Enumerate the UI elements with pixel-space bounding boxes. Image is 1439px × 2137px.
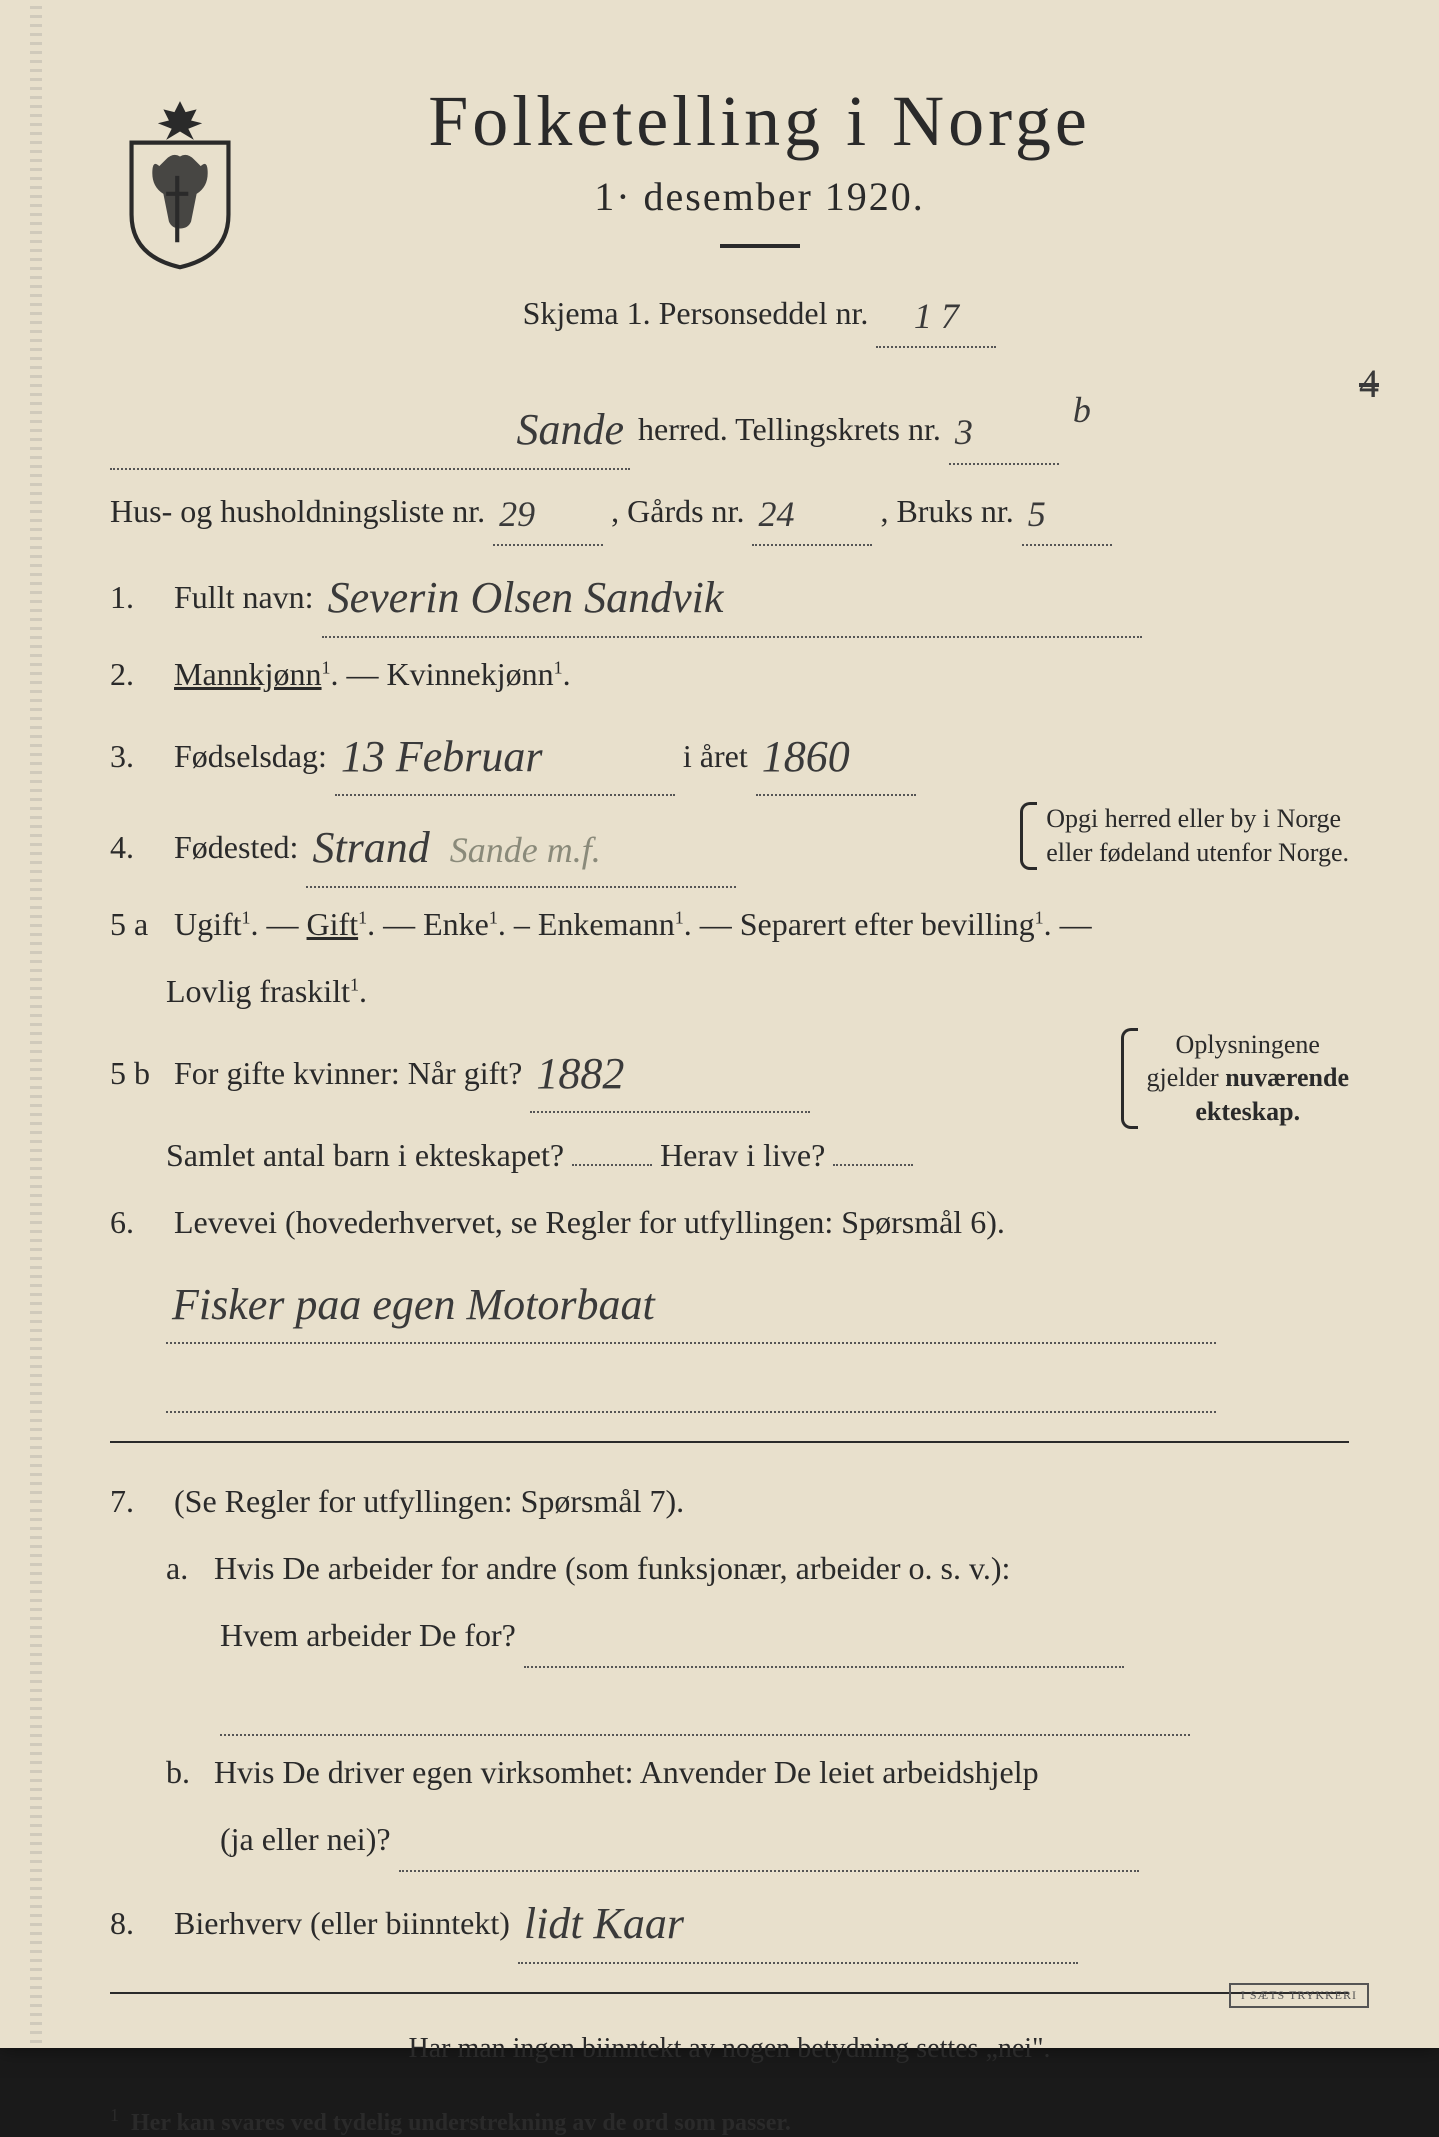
q5b-brace-note: Oplysningene gjelder nuværende ekteskap. (1121, 1028, 1349, 1129)
q5b-note1: Oplysningene (1147, 1028, 1349, 1062)
q1-value: Severin Olsen Sandvik (322, 573, 730, 622)
bottom-divider (110, 1992, 1349, 1994)
footnote-text: Her kan svares ved tydelig understreknin… (131, 2110, 791, 2136)
q3-day: 13 Februar (335, 732, 549, 781)
skjema-line: Skjema 1. Personseddel nr. 1 7 (290, 278, 1229, 348)
skjema-label: Skjema 1. Personseddel nr. (523, 295, 869, 331)
title-block: Folketelling i Norge 1· desember 1920. S… (290, 80, 1349, 354)
q6-value: Fisker paa egen Motorbaat (166, 1280, 661, 1329)
q7b-line: b. Hvis De driver egen virksomhet: Anven… (166, 1742, 1349, 1803)
q7-label: (Se Regler for utfyllingen: Spørsmål 7). (174, 1483, 684, 1519)
q5b-label3: Herav i live? (660, 1137, 825, 1173)
q7-line: 7. (Se Regler for utfyllingen: Spørsmål … (110, 1471, 1349, 1532)
q6-blank (166, 1350, 1349, 1413)
q3-year: 1860 (756, 732, 856, 781)
q7a-blank (220, 1674, 1349, 1737)
gards-label: , Gårds nr. (611, 493, 744, 529)
margin-mark: 4 (1359, 360, 1379, 407)
q7b-line2: (ja eller nei)? (220, 1809, 1349, 1872)
q7b-line1: Hvis De driver egen virksomhet: Anvender… (214, 1754, 1039, 1790)
q5b-note3: ekteskap. (1147, 1095, 1349, 1129)
q4-num: 4. (110, 817, 166, 878)
q7a-line2-label: Hvem arbeider De for? (220, 1617, 516, 1653)
personseddel-nr: 1 7 (908, 296, 965, 336)
gards-nr: 24 (752, 494, 800, 534)
main-title: Folketelling i Norge (290, 80, 1229, 163)
tellingskrets-nr: 3 (949, 412, 979, 452)
census-form-page: Folketelling i Norge 1· desember 1920. S… (0, 0, 1439, 2048)
q5b-note2: gjelder nuværende (1147, 1061, 1349, 1095)
q3-year-label: i året (683, 738, 748, 774)
coat-of-arms-icon (110, 90, 250, 270)
q7b-line2-label: (ja eller nei)? (220, 1821, 391, 1857)
q8-value: lidt Kaar (518, 1899, 690, 1948)
q8-label: Bierhverv (eller biinntekt) (174, 1905, 510, 1941)
q5b-label2: Samlet antal barn i ekteskapet? (166, 1137, 564, 1173)
q4-faded: Sande m.f. (444, 830, 607, 870)
q5a-line: 5 a Ugift1. — Gift1. — Enke1. – Enkemann… (110, 894, 1349, 955)
q4-line: 4. Fødested: Strand Sande m.f. Opgi herr… (110, 802, 1349, 888)
q3-line: 3. Fødselsdag: 13 Februar i året 1860 (110, 711, 1349, 797)
q8-num: 8. (110, 1893, 166, 1954)
herred-label: herred. Tellingskrets nr. (638, 411, 941, 447)
hus-label: Hus- og husholdningsliste nr. (110, 493, 485, 529)
q6-value-line: Fisker paa egen Motorbaat (166, 1259, 1349, 1345)
q7a-line1: Hvis De arbeider for andre (som funksjon… (214, 1550, 1010, 1586)
q4-note-a: Opgi herred eller by i Norge (1046, 802, 1349, 836)
q2-text: Mannkjønn1. — Kvinnekjønn1. (174, 656, 571, 692)
hus-line: Hus- og husholdningsliste nr. 29 , Gårds… (110, 476, 1349, 546)
q1-line: 1. Fullt navn: Severin Olsen Sandvik (110, 552, 1349, 638)
header: Folketelling i Norge 1· desember 1920. S… (110, 80, 1349, 354)
q5a-text2: Lovlig fraskilt1. (166, 973, 367, 1009)
printer-stamp: I SÆTS TRYKKERI (1229, 1983, 1369, 2008)
q6-line: 6. Levevei (hovederhvervet, se Regler fo… (110, 1192, 1349, 1253)
title-divider (720, 244, 800, 248)
q5b-value: 1882 (530, 1049, 630, 1098)
hus-nr: 29 (493, 494, 541, 534)
q4-note-b: eller fødeland utenfor Norge. (1046, 836, 1349, 870)
q7a-line2: Hvem arbeider De for? (220, 1605, 1349, 1668)
date-subtitle: 1· desember 1920. (290, 173, 1229, 220)
q4-label: Fødested: (174, 829, 298, 865)
q1-label: Fullt navn: (174, 579, 314, 615)
endnote: Har man ingen biinntekt av nogen betydni… (110, 2022, 1349, 2075)
q4-brace-note: Opgi herred eller by i Norge eller fødel… (1020, 802, 1349, 870)
q5b-label: For gifte kvinner: Når gift? (174, 1055, 522, 1091)
bruks-nr: 5 (1022, 494, 1052, 534)
q4-value: Strand (306, 823, 435, 872)
q5b-line: 5 b For gifte kvinner: Når gift? 1882 Sa… (110, 1028, 1349, 1186)
q7a-line: a. Hvis De arbeider for andre (som funks… (166, 1538, 1349, 1599)
bruks-label: , Bruks nr. (880, 493, 1013, 529)
q3-label: Fødselsdag: (174, 738, 327, 774)
q7b-letter: b. (166, 1742, 206, 1803)
q7-num: 7. (110, 1471, 166, 1532)
footnote: 1 Her kan svares ved tydelig understrekn… (110, 2105, 1349, 2137)
q6-label: Levevei (hovederhvervet, se Regler for u… (174, 1204, 1005, 1240)
q1-num: 1. (110, 567, 166, 628)
q5a-text: Ugift1. — Gift1. — Enke1. – Enkemann1. —… (174, 906, 1092, 942)
q5a-line2: Lovlig fraskilt1. (166, 961, 1349, 1022)
tellingskrets-suffix: b (1067, 390, 1097, 430)
q5b-num: 5 b (110, 1043, 166, 1104)
herred-line: Sande herred. Tellingskrets nr. 3 b (110, 384, 1349, 470)
q7a-letter: a. (166, 1538, 206, 1599)
q2-num: 2. (110, 644, 166, 705)
q6-num: 6. (110, 1192, 166, 1253)
herred-value: Sande (510, 405, 630, 454)
q5a-num: 5 a (110, 894, 166, 955)
q8-line: 8. Bierhverv (eller biinntekt) lidt Kaar (110, 1878, 1349, 1964)
q3-num: 3. (110, 726, 166, 787)
section-divider (110, 1441, 1349, 1443)
q2-line: 2. Mannkjønn1. — Kvinnekjønn1. (110, 644, 1349, 705)
